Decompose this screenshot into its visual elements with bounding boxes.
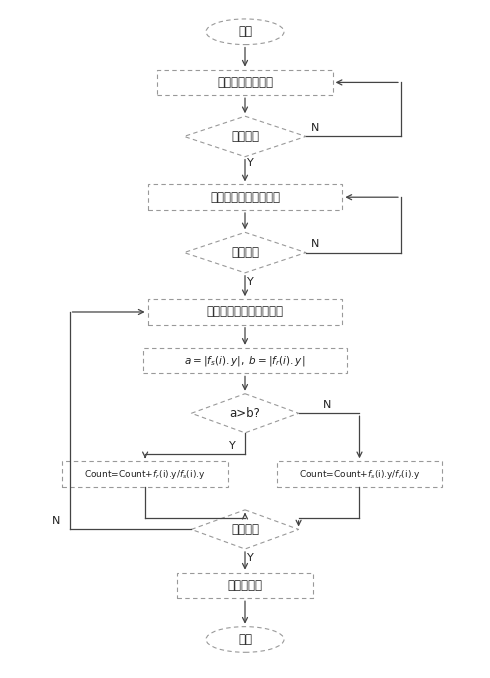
Text: 计算匹配度: 计算匹配度 [227,579,263,592]
FancyBboxPatch shape [177,573,313,598]
Text: 完成比较: 完成比较 [231,523,259,536]
Text: N: N [51,517,60,526]
FancyBboxPatch shape [277,461,442,487]
Text: 逐点去除零值一阶导数: 逐点去除零值一阶导数 [210,191,280,203]
Text: N: N [311,239,319,250]
Text: Count=Count+$f_r$(i).y/$f_s$(i).y: Count=Count+$f_r$(i).y/$f_s$(i).y [84,468,206,481]
FancyBboxPatch shape [147,299,343,325]
Text: 计算完毕: 计算完毕 [231,130,259,143]
Text: Y: Y [228,441,235,451]
Text: N: N [323,400,331,410]
Text: a>b?: a>b? [229,407,261,420]
Text: 逐点计算一阶导数相似度: 逐点计算一阶导数相似度 [206,306,284,319]
Text: Y: Y [247,277,254,287]
Ellipse shape [206,626,284,652]
FancyBboxPatch shape [147,184,343,210]
FancyBboxPatch shape [157,70,333,95]
Text: 逐点计算一阶导数: 逐点计算一阶导数 [217,76,273,89]
Text: 结束: 结束 [238,633,252,646]
Text: Y: Y [247,159,254,168]
Text: 开始: 开始 [238,25,252,38]
Text: $a=|f_s(i).y|,\ b=|f_r(i).y|$: $a=|f_s(i).y|,\ b=|f_r(i).y|$ [184,354,306,367]
Text: 去除完毕: 去除完毕 [231,246,259,259]
FancyBboxPatch shape [143,348,347,374]
Text: Count=Count+$f_s$(i).y/$f_r$(i).y: Count=Count+$f_s$(i).y/$f_r$(i).y [299,468,420,481]
Text: Y: Y [247,553,254,563]
Ellipse shape [206,19,284,45]
Text: N: N [311,123,319,134]
FancyBboxPatch shape [62,461,228,487]
